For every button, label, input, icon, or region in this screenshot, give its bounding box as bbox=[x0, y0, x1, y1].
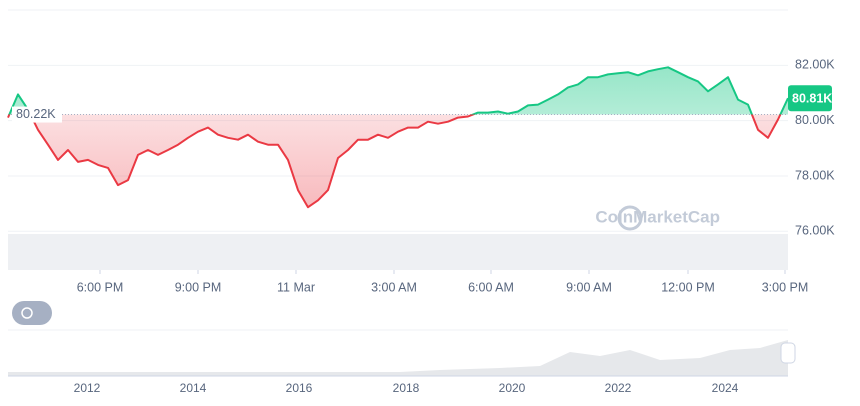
navigator-label: 2020 bbox=[499, 381, 526, 395]
area-up bbox=[8, 67, 788, 115]
y-tick-label: 80.00K bbox=[795, 113, 835, 127]
baseline-label-bg bbox=[12, 106, 62, 123]
last-price-label: 80.81K bbox=[792, 92, 832, 106]
baseline-label: 80.22K bbox=[16, 107, 56, 121]
navigator-label: 2024 bbox=[712, 381, 739, 395]
x-tick-label: 12:00 PM bbox=[661, 280, 715, 294]
x-tick-label: 6:00 AM bbox=[468, 280, 514, 294]
navigator-label: 2016 bbox=[286, 381, 313, 395]
x-tick-label: 3:00 PM bbox=[762, 280, 809, 294]
x-tick-label: 6:00 PM bbox=[77, 280, 124, 294]
last-price-tag bbox=[788, 85, 832, 112]
price-line bbox=[7, 66, 789, 209]
navigator-label: 2018 bbox=[393, 381, 420, 395]
navigator-area bbox=[8, 340, 788, 376]
navigator-handle[interactable] bbox=[780, 342, 796, 364]
y-tick-label: 82.00K bbox=[795, 58, 835, 72]
navigator-label: 2014 bbox=[180, 381, 207, 395]
x-tick-label: 9:00 PM bbox=[175, 280, 222, 294]
navigator-label: 2012 bbox=[74, 381, 101, 395]
history-icon bbox=[21, 307, 33, 319]
volume-strip bbox=[8, 234, 788, 270]
watermark: CoinMarketCap bbox=[595, 207, 720, 226]
navigator-label: 2022 bbox=[605, 381, 632, 395]
watermark-logo bbox=[617, 205, 643, 231]
y-tick-label: 78.00K bbox=[795, 168, 835, 182]
x-tick-label: 11 Mar bbox=[277, 280, 315, 294]
x-tick-label: 3:00 AM bbox=[371, 280, 417, 294]
y-tick-label: 76.00K bbox=[795, 224, 835, 238]
x-tick-label: 9:00 AM bbox=[566, 280, 612, 294]
